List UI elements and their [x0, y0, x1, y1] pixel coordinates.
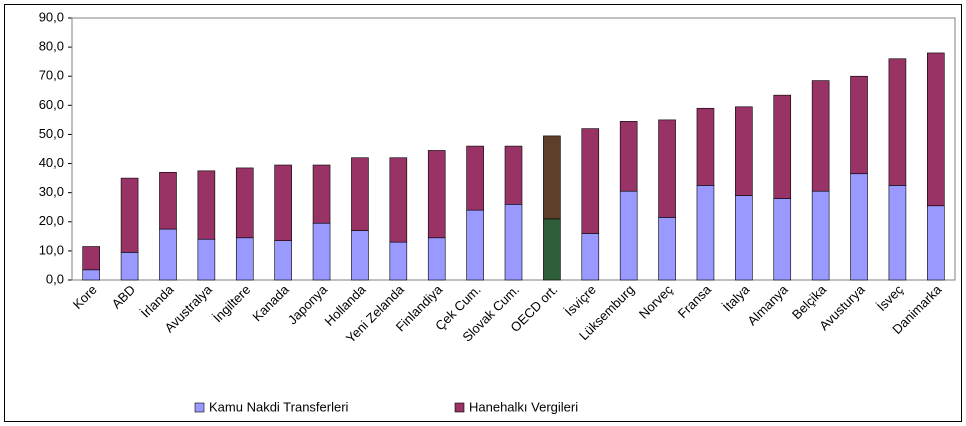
- legend-swatch: [454, 402, 465, 413]
- bar-segment: [696, 185, 715, 281]
- bar-segment: [927, 205, 945, 281]
- y-tick-label: 30,0: [39, 184, 64, 199]
- bar-segment: [581, 128, 600, 234]
- bar-segment: [850, 173, 868, 281]
- legend-swatch: [194, 402, 205, 413]
- bar-segment: [159, 228, 177, 281]
- legend-label: Kamu Nakdi Transferleri: [209, 399, 349, 414]
- y-tick-label: 50,0: [39, 126, 64, 141]
- bar-segment: [274, 240, 292, 281]
- y-tick-label: 10,0: [39, 242, 64, 257]
- bar-segment: [619, 121, 638, 192]
- bar-segment: [312, 222, 331, 281]
- y-tick-label: 90,0: [39, 9, 64, 24]
- bar-segment: [735, 106, 753, 196]
- bar-segment: [159, 171, 177, 230]
- bar-segment: [927, 52, 945, 207]
- bar-segment: [120, 252, 139, 281]
- bar-segment: [888, 58, 907, 186]
- bar-segment: [773, 94, 792, 199]
- bar-segment: [312, 164, 331, 224]
- bar-segment: [811, 190, 830, 281]
- bar-segment: [197, 238, 216, 281]
- y-tick-label: 40,0: [39, 155, 64, 170]
- bar-segment: [811, 80, 830, 192]
- bar-segment: [543, 135, 561, 220]
- bar-segment: [504, 204, 523, 281]
- bar-segment: [466, 209, 484, 281]
- bar-segment: [543, 218, 561, 281]
- legend-label: Hanehalkı Vergileri: [469, 399, 578, 414]
- bar-segment: [773, 198, 792, 281]
- bar-segment: [466, 145, 484, 211]
- bar-segment: [351, 157, 369, 231]
- bar-segment: [82, 246, 100, 271]
- bar-segment: [197, 170, 216, 240]
- y-tick-label: 70,0: [39, 68, 64, 83]
- bar-segment: [427, 150, 446, 239]
- bar-segment: [274, 164, 292, 241]
- bar-segment: [235, 167, 254, 239]
- y-tick-label: 80,0: [39, 39, 64, 54]
- y-tick-label: 0,0: [46, 271, 64, 286]
- bar-segment: [658, 217, 676, 281]
- bar-segment: [120, 177, 139, 253]
- bar-segment: [389, 241, 408, 281]
- bar-segment: [850, 75, 868, 175]
- bar-segment: [735, 195, 753, 281]
- y-tick-label: 60,0: [39, 97, 64, 112]
- bar-segment: [82, 269, 100, 281]
- bar-segment: [351, 230, 369, 281]
- bar-segment: [235, 237, 254, 281]
- bar-segment: [619, 190, 638, 281]
- bar-segment: [658, 119, 676, 218]
- bar-segment: [581, 233, 600, 281]
- bar-segment: [427, 237, 446, 281]
- bar-segment: [696, 107, 715, 186]
- bar-segment: [888, 185, 907, 281]
- bar-segment: [504, 145, 523, 205]
- y-tick-label: 20,0: [39, 213, 64, 228]
- bar-segment: [389, 157, 408, 243]
